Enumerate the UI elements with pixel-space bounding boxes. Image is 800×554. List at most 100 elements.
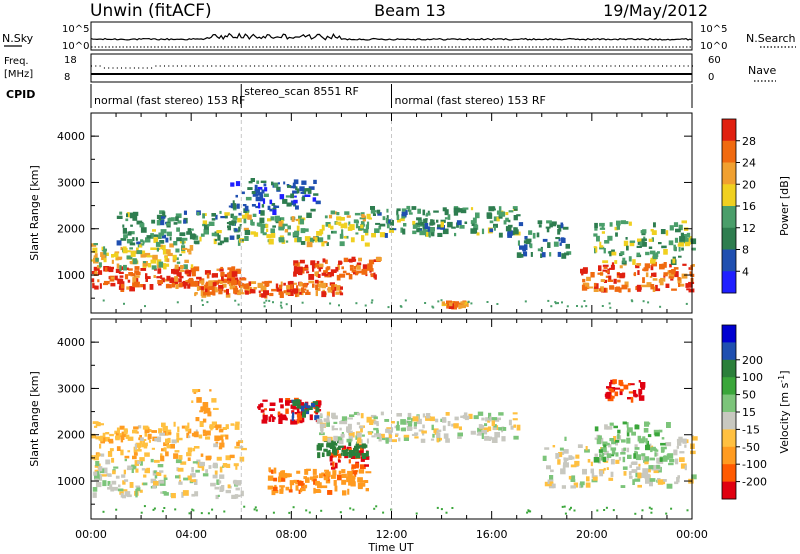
data-cell <box>240 277 247 281</box>
data-cell <box>599 222 605 227</box>
data-cell <box>146 255 153 258</box>
data-cell <box>93 471 98 476</box>
data-cell <box>297 411 301 415</box>
data-cell <box>344 211 350 215</box>
data-cell <box>207 411 212 417</box>
nave-axis-top: 60 <box>708 55 721 66</box>
data-cell <box>274 484 277 488</box>
data-cell <box>636 245 642 248</box>
cpid-segment-label: stereo_scan 8551 RF <box>244 85 359 98</box>
data-cell <box>294 230 300 236</box>
data-cell <box>171 217 175 222</box>
data-cell <box>179 479 182 483</box>
data-cell <box>202 213 205 219</box>
data-cell <box>131 464 137 470</box>
data-cell <box>228 283 232 286</box>
data-cell <box>328 224 331 228</box>
data-cell <box>436 506 439 509</box>
data-cell <box>591 479 598 483</box>
x-axis-title: Time UT <box>367 541 413 554</box>
data-cell <box>395 433 399 436</box>
data-cell <box>134 460 140 466</box>
data-cell <box>156 234 162 239</box>
data-cell <box>340 223 343 229</box>
colorbar-tick-label: -15 <box>742 423 760 436</box>
data-cell <box>222 427 227 430</box>
data-cell <box>631 300 634 303</box>
data-cell <box>326 242 329 246</box>
data-cell <box>630 396 634 403</box>
data-cell <box>253 508 256 511</box>
data-cell <box>153 507 156 510</box>
data-cell <box>104 266 111 271</box>
data-cell <box>561 505 564 508</box>
data-cell <box>324 283 328 287</box>
data-cell <box>158 215 161 221</box>
data-cell <box>678 242 685 247</box>
data-cell <box>471 223 475 226</box>
data-cell <box>331 466 336 470</box>
data-cell <box>314 279 319 284</box>
data-cell <box>651 261 657 267</box>
data-cell <box>561 485 566 489</box>
data-cell <box>202 402 209 408</box>
data-cell <box>630 383 635 386</box>
data-cell <box>231 266 236 273</box>
data-cell <box>601 452 605 457</box>
data-cell <box>641 509 644 512</box>
data-cell <box>218 480 222 484</box>
data-cell <box>129 482 134 488</box>
data-cell <box>339 421 346 425</box>
data-cell <box>622 257 626 263</box>
data-cell <box>115 475 120 479</box>
data-cell <box>626 245 629 251</box>
data-cell <box>288 399 293 403</box>
data-cell <box>563 457 566 461</box>
data-cell <box>348 481 351 486</box>
data-cell <box>529 243 533 249</box>
data-cell <box>297 237 302 243</box>
data-cell <box>136 278 139 283</box>
data-cell <box>102 254 106 259</box>
data-cell <box>236 441 240 446</box>
data-cell <box>280 404 284 409</box>
data-cell <box>228 205 235 208</box>
data-cell <box>355 452 361 459</box>
data-cell <box>623 221 629 225</box>
data-cell <box>157 268 162 274</box>
data-cell <box>162 425 168 431</box>
data-cell <box>123 234 128 239</box>
data-cell <box>481 417 485 421</box>
data-cell <box>175 213 182 218</box>
data-cell <box>180 265 185 268</box>
data-cell <box>335 443 338 446</box>
data-cell <box>332 448 337 454</box>
data-cell <box>304 264 309 268</box>
data-cell <box>565 457 569 461</box>
data-cell <box>681 220 687 224</box>
data-cell <box>304 228 309 232</box>
data-cell <box>376 433 381 438</box>
data-cell <box>176 437 183 441</box>
data-cell <box>282 414 287 418</box>
data-cell <box>296 285 299 290</box>
data-cell <box>364 242 370 247</box>
data-cell <box>269 408 275 411</box>
data-cell <box>634 393 638 398</box>
data-cell <box>601 225 604 229</box>
data-cell <box>331 284 335 290</box>
data-cell <box>418 429 424 432</box>
data-cell <box>366 265 373 271</box>
data-cell <box>213 443 218 448</box>
data-cell <box>301 412 306 418</box>
data-cell <box>458 304 461 310</box>
data-cell <box>609 422 614 426</box>
data-cell <box>257 282 264 288</box>
data-cell <box>334 485 338 492</box>
data-cell <box>225 455 231 461</box>
data-cell <box>505 226 512 232</box>
data-cell <box>476 433 482 436</box>
data-cell <box>413 421 417 427</box>
data-cell <box>273 486 278 491</box>
data-cell <box>280 281 283 287</box>
